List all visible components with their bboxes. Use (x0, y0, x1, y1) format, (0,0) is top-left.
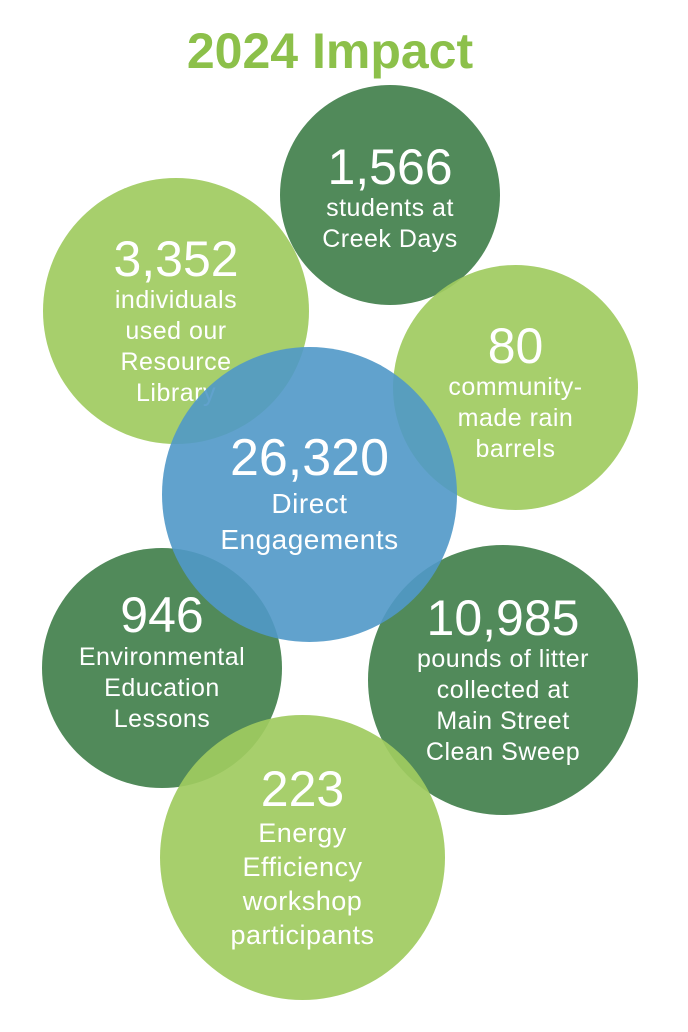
stat-circle-students: 1,566 students at Creek Days (280, 85, 500, 305)
stat-label: individuals used our Resource Library (114, 286, 238, 408)
stat-value: 223 (260, 761, 345, 818)
stat-circle-energy-workshop: 223 Energy Efficiency workshop participa… (160, 715, 445, 1000)
page-title: 2024 Impact (186, 23, 474, 79)
stat-label: Energy Efficiency workshop participants (230, 817, 375, 950)
stat-value: 3,352 (113, 230, 239, 287)
stat-value: 1,566 (327, 138, 453, 195)
stat-label: students at Creek Days (322, 194, 458, 254)
stat-label: pounds of litter collected at Main Stree… (417, 645, 589, 767)
stat-value: 80 (487, 317, 544, 374)
stat-label: community- made rain barrels (448, 373, 583, 464)
stat-value: 10,985 (426, 589, 580, 646)
stat-value: 26,320 (229, 429, 390, 488)
stat-circle-direct-engagements: 26,320 Direct Engagements (162, 347, 457, 642)
stat-label: Environmental Education Lessons (78, 642, 246, 733)
stat-label: Direct Engagements (220, 487, 399, 555)
stat-circle-resource-library: 3,352 individuals used our Resource Libr… (43, 178, 309, 444)
stat-value: 946 (120, 587, 204, 644)
